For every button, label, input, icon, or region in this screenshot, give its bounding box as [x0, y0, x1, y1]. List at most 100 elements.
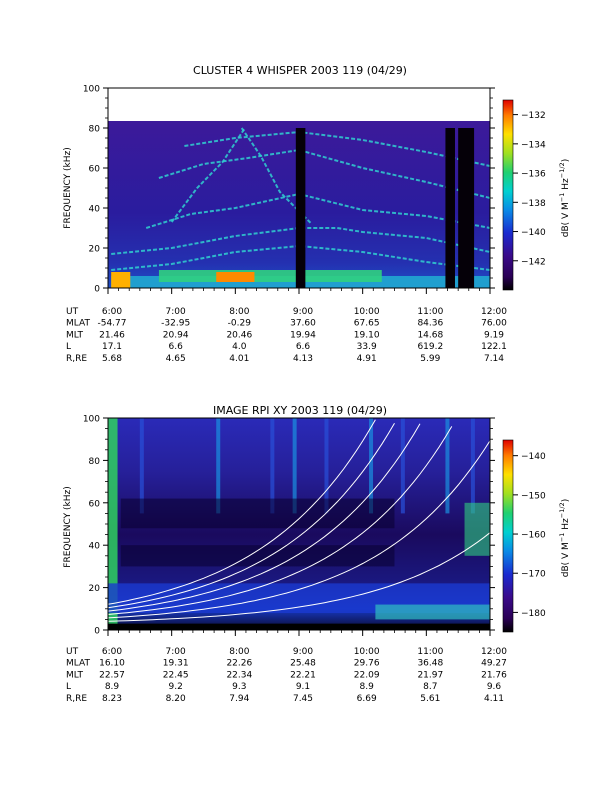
ephemeris-cell: -32.95	[161, 319, 190, 329]
y-tick-label: 80	[89, 125, 101, 135]
ephemeris-cell: 9.6	[487, 682, 502, 692]
low-frequency-band	[158, 270, 382, 282]
ephemeris-cell: 4.0	[232, 342, 247, 352]
colorbar-tick-label: −138	[521, 199, 546, 209]
low-frequency-band	[375, 604, 490, 620]
noise-streak	[369, 418, 374, 514]
ephemeris-cell: 14.68	[417, 330, 443, 340]
spectrogram-area	[107, 87, 491, 289]
ephemeris-cell: 7:00	[166, 647, 186, 657]
ephemeris-cell: 6:00	[102, 647, 122, 657]
spectrogram-marks	[111, 127, 491, 288]
bright-column	[108, 418, 118, 630]
ephemeris-cell: 7:00	[166, 307, 186, 317]
ephemeris-cell: 19.94	[290, 330, 316, 340]
ephemeris-cell: 8.20	[166, 694, 186, 704]
ephemeris-cell: 17.1	[102, 342, 122, 352]
ephemeris-cell: 8.7	[423, 682, 437, 692]
y-axis: 0 20 40 60 80 100	[83, 85, 495, 295]
ephemeris-cell: 12:00	[481, 647, 507, 657]
ephemeris-cell: 12:00	[481, 307, 507, 317]
data-gap	[458, 128, 475, 288]
ephemeris-cell: 22.26	[226, 659, 252, 669]
colorbar-tick-label: −140	[521, 452, 546, 462]
y-tick-label: 80	[89, 457, 101, 467]
colorbar-ticks: −132 −134 −136 −138 −140 −142	[513, 111, 546, 267]
bright-patch	[464, 502, 490, 556]
colorbar-tick-label: −180	[521, 609, 546, 619]
ephemeris-cell: 5.99	[420, 354, 440, 364]
gyro-harmonic-curve	[107, 426, 453, 615]
colorbar-tick-label: −142	[521, 257, 546, 267]
ephemeris-cell: 8.23	[102, 694, 122, 704]
ephemeris-cell: 16.10	[99, 659, 125, 669]
ephemeris-cell: 10:00	[354, 647, 380, 657]
colorbar-tick-label: −132	[521, 111, 546, 121]
colorbar-label: dB( V M−1 Hz−1/2)	[558, 159, 571, 237]
ephemeris-cell: 22.57	[99, 670, 125, 680]
ephemeris-cell: 20.46	[226, 330, 252, 340]
emission-line	[240, 127, 313, 225]
ephemeris-cell: 22.34	[226, 670, 252, 680]
panel-whisper: CLUSTER 4 WHISPER 2003 119 (04/29) FREQU…	[63, 64, 571, 364]
y-tick-label: 0	[94, 627, 100, 637]
noise-streak	[216, 418, 221, 514]
ephemeris-row-label: MLT	[66, 330, 84, 340]
gyro-harmonic-curve	[107, 419, 376, 605]
ephemeris-cell: 7.94	[229, 694, 249, 704]
hot-spot	[111, 272, 131, 288]
ephemeris-cell: 22.21	[290, 670, 316, 680]
ephemeris-cell: 67.65	[354, 319, 380, 329]
ephemeris-cell: 76.00	[481, 319, 507, 329]
y-tick-label: 40	[89, 205, 101, 215]
ephemeris-cell: 8.9	[105, 682, 120, 692]
ephemeris-row-label: L	[66, 342, 71, 352]
y-tick-label: 40	[89, 542, 101, 552]
ephemeris-cell: 9.3	[232, 682, 246, 692]
ephemeris-cell: 19.31	[163, 659, 189, 669]
y-tick-label: 20	[89, 245, 101, 255]
ephemeris-row-label: UT	[66, 647, 79, 657]
ephemeris-row-label: UT	[66, 307, 79, 317]
y-tick-label: 100	[83, 85, 100, 95]
gyrofrequency-curves	[107, 419, 491, 622]
noise-streak	[400, 418, 405, 514]
gyro-harmonic-curve	[107, 423, 421, 612]
ephemeris-cell: 9:00	[293, 647, 313, 657]
spectrogram-marks	[108, 418, 490, 630]
colorbar-gradient	[502, 99, 514, 291]
ephemeris-cell: 8:00	[229, 647, 249, 657]
ephemeris-table: UT 6:00 7:00 8:00 9:00 10:00 11:00 12:00 MLAT 16.…	[66, 647, 507, 704]
ephemeris-cell: 9.19	[484, 330, 504, 340]
ephemeris-cell: 4.91	[357, 354, 377, 364]
colorbar-tick-label: −160	[521, 531, 546, 541]
gyro-harmonic-curve	[107, 440, 491, 619]
y-tick-label: 100	[83, 415, 100, 425]
ephemeris-cell: 20.94	[163, 330, 189, 340]
ephemeris-cell: 7.45	[293, 694, 313, 704]
ephemeris-cell: 5.61	[420, 694, 440, 704]
gyro-harmonic-curve	[107, 532, 491, 622]
ephemeris-cell: 4.11	[484, 694, 504, 704]
ephemeris-cell: 25.48	[290, 659, 316, 669]
ephemeris-cell: 84.36	[417, 319, 443, 329]
ephemeris-cell: 10:00	[354, 307, 380, 317]
ephemeris-cell: -0.29	[228, 319, 252, 329]
y-axis-label: FREQUENCY (kHz)	[63, 486, 73, 567]
ephemeris-cell: 29.76	[354, 659, 380, 669]
colorbar-label: dB( V M−1 Hz−1/2)	[558, 499, 571, 577]
ephemeris-cell: 9.2	[169, 682, 183, 692]
ephemeris-cell: 33.9	[357, 342, 377, 352]
ephemeris-cell: 11:00	[417, 307, 443, 317]
emission-line	[170, 127, 246, 223]
data-gap	[445, 128, 455, 288]
ephemeris-cell: 21.76	[481, 670, 507, 680]
ephemeris-cell: 7.14	[484, 354, 504, 364]
ephemeris-cell: 22.45	[163, 670, 189, 680]
ephemeris-cell: 37.60	[290, 319, 316, 329]
chart-title: IMAGE RPI XY 2003 119 (04/29)	[213, 404, 387, 417]
data-gap	[295, 128, 306, 288]
ephemeris-cell: 619.2	[417, 342, 443, 352]
ephemeris-cell: 6.69	[357, 694, 377, 704]
ephemeris-cell: 21.97	[417, 670, 443, 680]
